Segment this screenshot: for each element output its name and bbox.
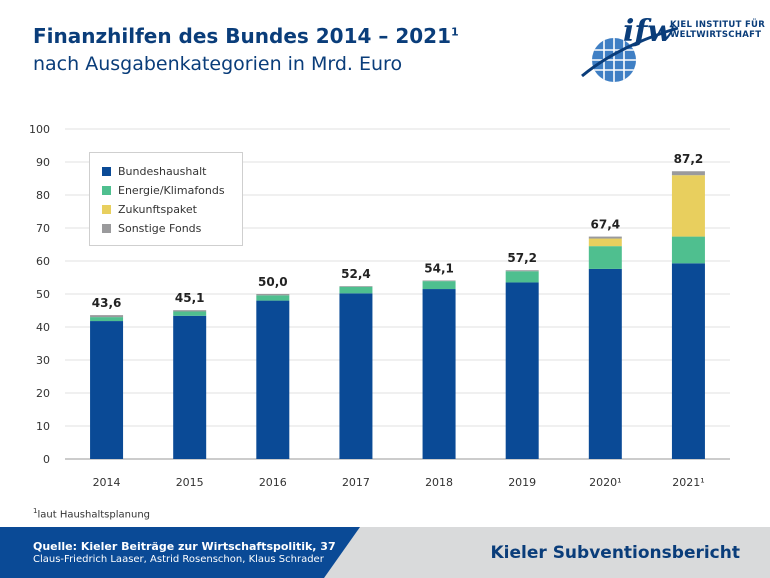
total-label: 57,2 bbox=[507, 251, 537, 265]
x-tick-label: 2018 bbox=[425, 476, 453, 489]
bar-segment bbox=[422, 289, 456, 459]
footer-source-panel bbox=[0, 527, 360, 578]
bar-segment bbox=[339, 293, 373, 459]
chart-legend: Bundeshaushalt Energie/Klimafonds Zukunf… bbox=[89, 152, 243, 246]
bar-segment bbox=[256, 300, 290, 459]
legend-item-sonstige-fonds: Sonstige Fonds bbox=[102, 222, 201, 235]
x-tick-label: 2014 bbox=[93, 476, 121, 489]
bar-segment bbox=[339, 286, 373, 294]
y-tick-label: 20 bbox=[36, 387, 50, 400]
bar-segment bbox=[588, 268, 622, 459]
legend-item-zukunftspaket: Zukunftspaket bbox=[102, 203, 197, 216]
source-authors: Claus-Friedrich Laaser, Astrid Rosenscho… bbox=[33, 554, 324, 565]
legend-swatch bbox=[102, 186, 111, 195]
x-tick-label: 2017 bbox=[342, 476, 370, 489]
y-tick-label: 30 bbox=[36, 354, 50, 367]
logo-text: KIEL INSTITUT FÜR WELTWIRTSCHAFT bbox=[670, 20, 766, 40]
page-title: Finanzhilfen des Bundes 2014 – 20211 bbox=[33, 24, 459, 48]
y-tick-label: 40 bbox=[36, 321, 50, 334]
total-label: 52,4 bbox=[341, 267, 371, 281]
bar-segment bbox=[588, 246, 622, 269]
stacked-bar-chart: 0 10 20 30 40 50 60 70 80 90 100 43,6 45,1 50,0 52,4 5… bbox=[29, 123, 730, 489]
bar-segment bbox=[588, 238, 622, 247]
bar-segment bbox=[90, 315, 124, 318]
page-subtitle: nach Ausgabenkategorien in Mrd. Euro bbox=[33, 53, 403, 75]
x-tick-label: 2020¹ bbox=[589, 476, 621, 489]
bar-segment bbox=[588, 236, 622, 239]
bar-segment bbox=[422, 281, 456, 290]
bar-segment bbox=[671, 236, 705, 264]
bar-segment bbox=[671, 263, 705, 459]
total-label: 54,1 bbox=[424, 261, 454, 275]
y-tick-label: 80 bbox=[36, 189, 50, 202]
total-label: 43,6 bbox=[92, 296, 122, 310]
bar-segment bbox=[256, 295, 290, 301]
globe-icon bbox=[581, 26, 679, 82]
total-label: 45,1 bbox=[175, 291, 205, 305]
y-tick-label: 70 bbox=[36, 222, 50, 235]
y-tick-label: 0 bbox=[43, 453, 50, 466]
bar-segment bbox=[671, 175, 705, 237]
bar-segment bbox=[671, 171, 705, 176]
bar-segment bbox=[173, 315, 207, 459]
legend-swatch bbox=[102, 224, 111, 233]
total-labels: 43,6 45,1 50,0 52,4 54,1 57,2 67,4 87,2 bbox=[92, 152, 703, 310]
y-tick-label: 50 bbox=[36, 288, 50, 301]
legend-swatch bbox=[102, 167, 111, 176]
bar-segment bbox=[173, 311, 207, 316]
bar-segment bbox=[90, 317, 124, 322]
bar-segment bbox=[173, 310, 207, 312]
bar-segment bbox=[339, 286, 373, 287]
bars bbox=[90, 171, 705, 459]
bar-segment bbox=[505, 271, 539, 283]
total-label: 87,2 bbox=[674, 152, 704, 166]
x-axis-ticks: 2014 2015 2016 2017 2018 2019 2020¹ 2021¹ bbox=[93, 476, 705, 489]
total-label: 50,0 bbox=[258, 275, 288, 289]
y-tick-label: 10 bbox=[36, 420, 50, 433]
source-citation: Quelle: Kieler Beiträge zur Wirtschaftsp… bbox=[33, 540, 336, 553]
footnote: 1laut Haushaltsplanung bbox=[33, 507, 150, 521]
title-footnote-marker: 1 bbox=[451, 25, 459, 39]
y-axis-ticks: 0 10 20 30 40 50 60 70 80 90 100 bbox=[29, 123, 50, 466]
bar-segment bbox=[505, 282, 539, 459]
x-tick-label: 2019 bbox=[508, 476, 536, 489]
y-tick-label: 90 bbox=[36, 156, 50, 169]
logo-mark: ifw bbox=[623, 14, 674, 49]
bar-segment bbox=[90, 321, 124, 459]
legend-item-bundeshaushalt: Bundeshaushalt bbox=[102, 165, 206, 178]
bar-segment bbox=[256, 294, 290, 296]
x-tick-label: 2021¹ bbox=[672, 476, 704, 489]
bar-segment bbox=[422, 280, 456, 282]
report-title: Kieler Subventionsbericht bbox=[490, 543, 741, 563]
bar-segment bbox=[505, 270, 539, 272]
x-tick-label: 2015 bbox=[176, 476, 204, 489]
x-tick-label: 2016 bbox=[259, 476, 287, 489]
legend-item-energie-klimafonds: Energie/Klimafonds bbox=[102, 184, 225, 197]
legend-swatch bbox=[102, 205, 111, 214]
total-label: 67,4 bbox=[591, 218, 621, 232]
y-tick-label: 100 bbox=[29, 123, 50, 136]
y-tick-label: 60 bbox=[36, 255, 50, 268]
